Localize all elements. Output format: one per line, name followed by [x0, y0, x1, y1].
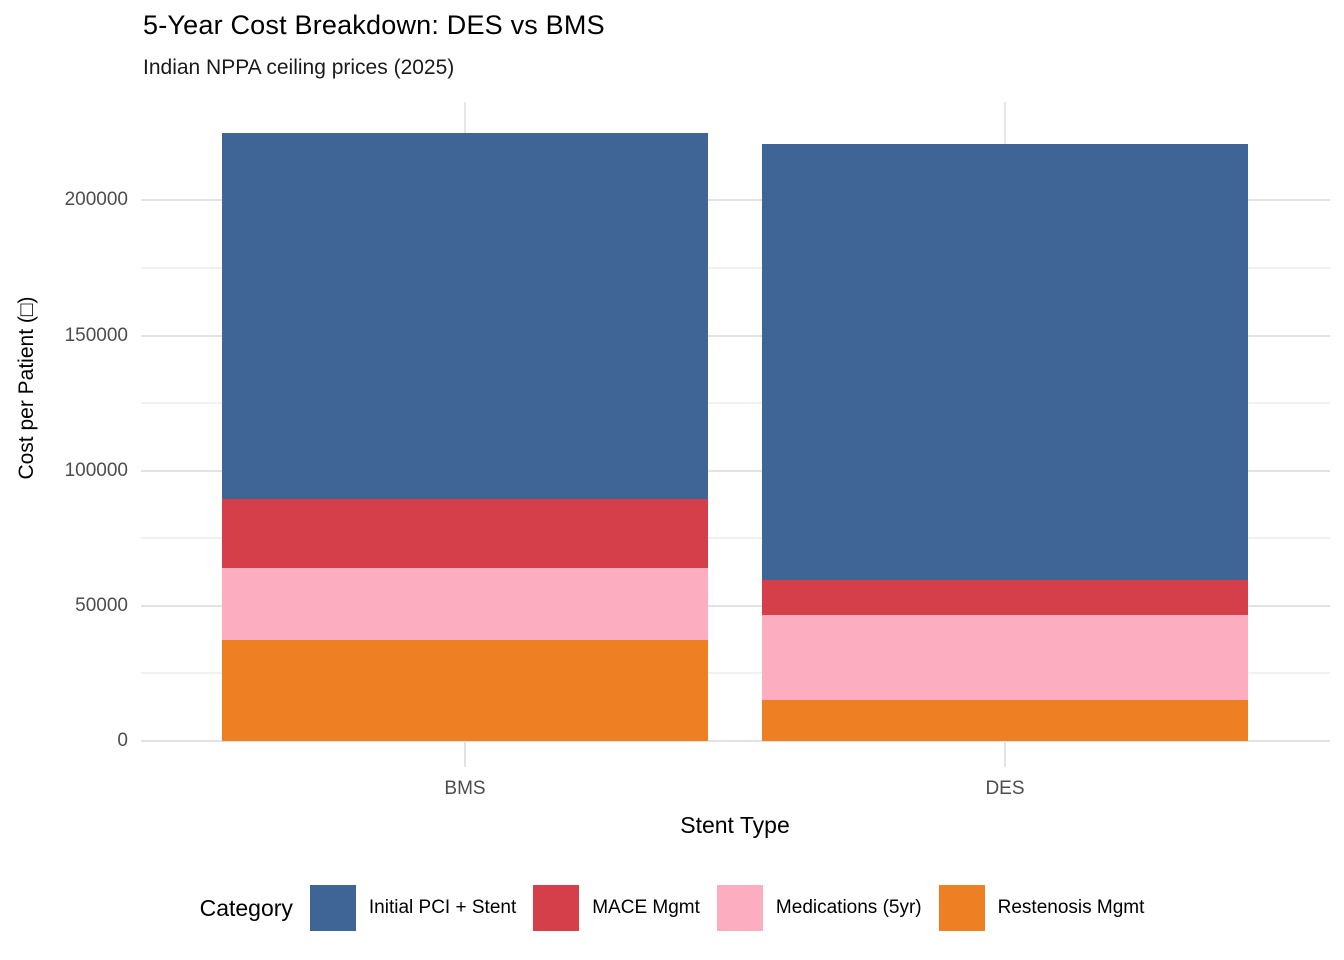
bar-segment-des-medications-5yr — [762, 615, 1248, 701]
bar-segment-bms-medications-5yr — [222, 568, 708, 640]
bar-segment-bms-restenosis-mgmt — [222, 639, 708, 741]
gridline-major-h — [141, 740, 1330, 742]
gridline-major-h — [141, 469, 1330, 472]
legend-label: Medications (5yr) — [775, 897, 922, 918]
legend-label: Initial PCI + Stent — [368, 897, 517, 918]
bar-segment-des-restenosis-mgmt — [762, 700, 1248, 741]
legend-item: Medications (5yr) — [716, 885, 922, 931]
legend-item: MACE Mgmt — [533, 885, 700, 931]
legend-item: Restenosis Mgmt — [938, 885, 1145, 931]
legend-label: Restenosis Mgmt — [997, 897, 1145, 918]
y-tick-label: 100000 — [64, 459, 128, 481]
legend-title: Category — [199, 894, 293, 921]
legend-item: Initial PCI + Stent — [309, 885, 517, 931]
legend-swatch-restenosis-mgmt — [938, 885, 985, 931]
x-axis-title: Stent Type — [680, 812, 790, 838]
y-tick-label: 50000 — [75, 594, 128, 616]
bar-segment-bms-initial-pci-stent — [222, 132, 708, 500]
x-tick-mark — [1004, 741, 1006, 767]
legend-swatch-initial-pci-stent — [309, 885, 356, 931]
y-tick-label: 200000 — [64, 189, 128, 211]
gridline-minor-h — [141, 672, 1330, 675]
bar-segment-des-initial-pci-stent — [762, 143, 1248, 581]
gridline-major-h — [141, 334, 1330, 337]
y-tick-label: 150000 — [64, 324, 128, 346]
legend: Category Initial PCI + Stent MACE Mgmt Med… — [0, 883, 1344, 933]
gridline-minor-h — [141, 402, 1330, 405]
bar-segment-bms-mace-mgmt — [222, 499, 708, 568]
y-tick-label: 0 — [117, 730, 128, 751]
legend-swatch-medications-5yr — [716, 885, 763, 931]
x-tick-label: DES — [985, 778, 1025, 799]
gridline-major-h — [141, 604, 1330, 607]
x-tick-mark — [464, 741, 466, 767]
gridline-minor-h — [141, 266, 1330, 269]
gridline-major-h — [141, 199, 1330, 202]
chart-title: 5-Year Cost Breakdown: DES vs BMS — [143, 10, 605, 40]
legend-swatch-mace-mgmt — [533, 885, 580, 931]
chart-subtitle: Indian NPPA ceiling prices (2025) — [143, 56, 455, 79]
gridline-minor-h — [141, 537, 1330, 540]
y-axis-title: Cost per Patient (□) — [15, 296, 38, 480]
legend-label: MACE Mgmt — [592, 897, 700, 918]
x-tick-label: BMS — [444, 778, 486, 799]
bar-segment-des-mace-mgmt — [762, 580, 1248, 616]
